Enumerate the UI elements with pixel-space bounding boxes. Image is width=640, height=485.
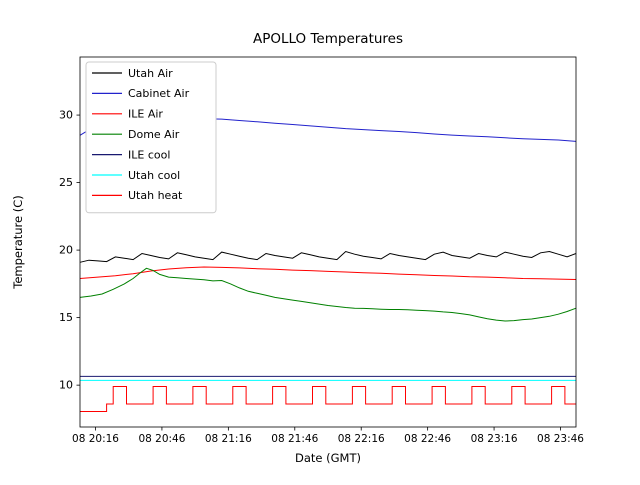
x-tick-label: 08 21:16: [205, 433, 252, 445]
y-axis-label: Temperature (C): [11, 195, 25, 290]
legend-label: Cabinet Air: [128, 87, 190, 100]
legend-label: Utah heat: [128, 189, 183, 202]
legend: Utah Air Cabinet Air ILE Air Dome Air ILE co…: [85, 61, 217, 214]
y-tick-label: 25: [59, 176, 73, 189]
legend-entry: ILE Air: [92, 108, 163, 121]
legend-entry: Dome Air: [92, 128, 180, 141]
legend-label: Dome Air: [128, 128, 180, 141]
x-tick-label: 08 22:46: [404, 433, 451, 445]
ticks-group: 10 15 20 25 30 08 20:16 08 20:46 08 21:16 08 21:…: [59, 109, 584, 445]
x-tick-label: 08 23:16: [471, 433, 518, 445]
y-tick-label: 30: [59, 109, 73, 122]
axes-frame: [79, 56, 577, 428]
legend-label: ILE Air: [128, 108, 163, 121]
legend-entry: Utah cool: [92, 169, 180, 182]
legend-entry: Utah Air: [92, 67, 173, 80]
y-tick-label: 10: [59, 379, 73, 392]
legend-entry: Cabinet Air: [92, 87, 190, 100]
x-tick-label: 08 22:16: [338, 433, 385, 445]
x-tick-label: 08 20:46: [138, 433, 185, 445]
legend-label: Utah cool: [128, 169, 180, 182]
x-tick-label: 08 23:46: [537, 433, 584, 445]
legend-entry: Utah heat: [92, 189, 183, 202]
legend-entry: ILE cool: [92, 148, 170, 161]
x-axis-label: Date (GMT): [295, 451, 361, 465]
x-tick-label: 08 20:16: [72, 433, 119, 445]
legend-label: ILE cool: [128, 148, 170, 161]
legend-label: Utah Air: [128, 67, 173, 80]
x-tick-label: 08 21:46: [271, 433, 318, 445]
y-tick-label: 15: [59, 311, 73, 324]
series-line-utah-heat: [80, 386, 576, 412]
series-line-utah-air: [79, 250, 577, 263]
series-line-ile-air: [79, 266, 577, 280]
y-tick-label: 20: [59, 244, 73, 257]
series-line-dome-air: [79, 267, 577, 322]
chart-title: APOLLO Temperatures: [253, 31, 403, 47]
